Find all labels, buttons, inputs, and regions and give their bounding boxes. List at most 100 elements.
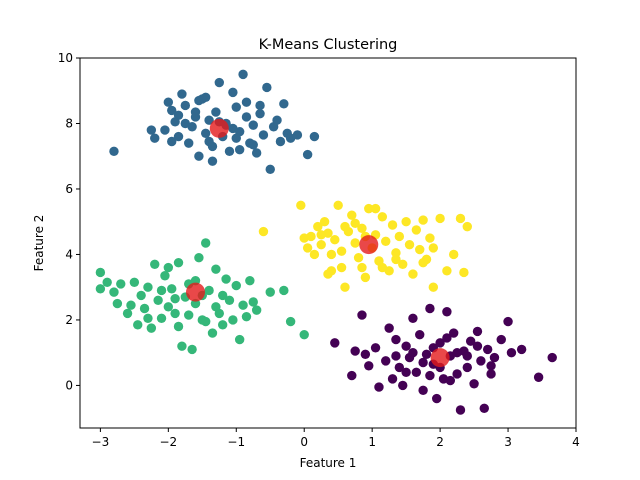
data-point <box>391 254 401 265</box>
data-point <box>408 269 418 279</box>
data-point <box>533 372 544 382</box>
data-point <box>503 316 513 327</box>
data-point <box>231 102 241 112</box>
data-point <box>357 262 367 273</box>
data-point <box>381 236 391 247</box>
data-point <box>167 136 177 147</box>
data-point <box>146 125 157 135</box>
data-point <box>350 218 360 229</box>
data-point <box>302 243 313 253</box>
data-point <box>465 336 476 346</box>
data-point <box>143 313 153 324</box>
data-point <box>112 298 123 309</box>
data-point <box>231 133 241 143</box>
x-axis-label: Feature 1 <box>300 456 357 470</box>
data-point <box>384 323 394 333</box>
data-point <box>377 262 388 273</box>
data-point <box>231 280 241 291</box>
centroids-layer <box>186 118 450 368</box>
data-point <box>350 346 360 356</box>
data-point <box>479 403 489 414</box>
data-point <box>173 131 184 142</box>
data-point <box>462 221 472 232</box>
data-point <box>462 351 472 361</box>
data-point <box>204 115 214 125</box>
data-point <box>224 295 235 305</box>
data-point <box>455 405 466 415</box>
data-point <box>163 97 174 107</box>
data-point <box>251 148 262 158</box>
data-point <box>228 87 238 98</box>
centroid-marker <box>430 348 450 368</box>
data-point <box>234 334 245 345</box>
data-point <box>292 130 303 140</box>
data-point <box>102 277 112 287</box>
data-point <box>177 341 187 351</box>
data-point <box>296 200 306 211</box>
data-point <box>506 347 517 358</box>
y-axis-ticks: 0 2 4 6 8 10 <box>58 51 80 392</box>
data-point <box>425 233 435 243</box>
data-point <box>364 361 374 371</box>
data-point <box>177 89 187 99</box>
data-point <box>381 356 391 366</box>
data-point <box>255 108 265 119</box>
data-point <box>163 262 174 273</box>
data-point <box>340 282 350 292</box>
data-point <box>234 144 245 155</box>
data-point <box>347 370 357 381</box>
data-point <box>452 369 462 379</box>
data-point <box>262 82 272 93</box>
data-point <box>391 334 401 345</box>
x-tick-label: 1 <box>368 435 376 449</box>
data-point <box>398 380 408 391</box>
data-point <box>316 239 326 250</box>
data-point <box>425 370 435 381</box>
data-point <box>326 249 337 260</box>
data-point <box>333 200 343 211</box>
data-point <box>415 329 425 340</box>
plot-area-frame <box>79 57 577 429</box>
data-point <box>146 323 157 333</box>
data-point <box>251 305 262 315</box>
data-point <box>275 136 286 147</box>
data-point <box>170 308 180 319</box>
data-point <box>163 302 174 312</box>
data-point <box>109 287 119 297</box>
data-point <box>360 349 371 360</box>
x-tick-label: 4 <box>572 435 580 449</box>
data-point <box>248 120 258 130</box>
data-point <box>214 77 224 88</box>
y-axis-label: Feature 2 <box>32 215 46 272</box>
chart-title: K-Means Clustering <box>259 37 398 53</box>
data-point <box>272 115 282 125</box>
y-tick-label: 2 <box>65 313 73 327</box>
data-point <box>184 138 194 148</box>
data-point <box>265 164 275 175</box>
data-point <box>201 92 211 102</box>
data-point <box>248 140 258 150</box>
data-point <box>489 352 500 363</box>
data-point <box>428 243 439 253</box>
data-point <box>486 361 496 371</box>
data-point <box>221 274 231 284</box>
data-point <box>228 315 238 325</box>
data-point <box>201 316 211 327</box>
data-point <box>167 105 177 116</box>
centroid-marker <box>186 282 206 302</box>
data-point <box>357 223 367 233</box>
data-point <box>350 238 360 248</box>
data-point <box>336 246 347 256</box>
data-point <box>184 310 194 320</box>
x-tick-label: −2 <box>159 435 177 449</box>
x-tick-label: 0 <box>300 435 308 449</box>
data-point <box>279 99 289 109</box>
data-point <box>150 259 160 269</box>
data-point <box>421 349 432 360</box>
data-point <box>156 285 167 296</box>
data-point <box>309 249 320 260</box>
data-point <box>435 338 445 348</box>
data-point <box>245 275 255 286</box>
